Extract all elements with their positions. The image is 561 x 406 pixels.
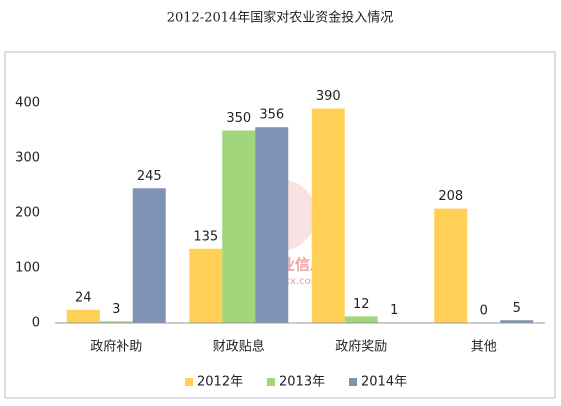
- bar: [434, 208, 468, 323]
- value-label: 1: [390, 303, 398, 318]
- chart-title: 2012-2014年国家对农业资金投入情况: [167, 10, 394, 26]
- x-tick-label: 财政贴息: [213, 339, 265, 355]
- legend-label: 2014年: [361, 375, 407, 390]
- bar: [255, 127, 289, 323]
- value-label: 245: [137, 169, 162, 184]
- legend-label: 2013年: [279, 375, 325, 390]
- legend-swatch: [267, 378, 275, 386]
- value-label: 356: [259, 108, 284, 123]
- value-label: 0: [480, 304, 488, 319]
- bar: [311, 108, 345, 323]
- bar: [66, 309, 100, 323]
- value-label: 5: [513, 301, 521, 316]
- bar: [500, 320, 534, 323]
- y-tick-label: 300: [15, 151, 40, 166]
- y-tick-label: 400: [15, 96, 40, 111]
- x-tick-label: 政府补助: [90, 340, 142, 355]
- value-label: 24: [75, 290, 92, 305]
- x-tick-label: 政府奖励: [335, 340, 387, 355]
- chart-frame: [4, 51, 556, 399]
- y-tick-label: 0: [32, 316, 40, 331]
- bar: [344, 316, 378, 323]
- value-label: 12: [353, 297, 370, 312]
- bar: [189, 248, 223, 323]
- legend-label: 2012年: [197, 375, 243, 390]
- bar: [222, 130, 256, 323]
- legend-swatch: [349, 378, 357, 386]
- x-tick-label: 其他: [471, 340, 497, 355]
- value-label: 390: [316, 89, 341, 104]
- y-tick-label: 100: [15, 261, 40, 276]
- value-label: 208: [438, 189, 463, 204]
- legend-swatch: [185, 378, 193, 386]
- value-label: 135: [193, 229, 218, 244]
- bar: [132, 188, 166, 323]
- value-label: 3: [112, 302, 120, 317]
- y-tick-label: 200: [15, 206, 40, 221]
- bar: [99, 321, 133, 323]
- value-label: 350: [226, 111, 251, 126]
